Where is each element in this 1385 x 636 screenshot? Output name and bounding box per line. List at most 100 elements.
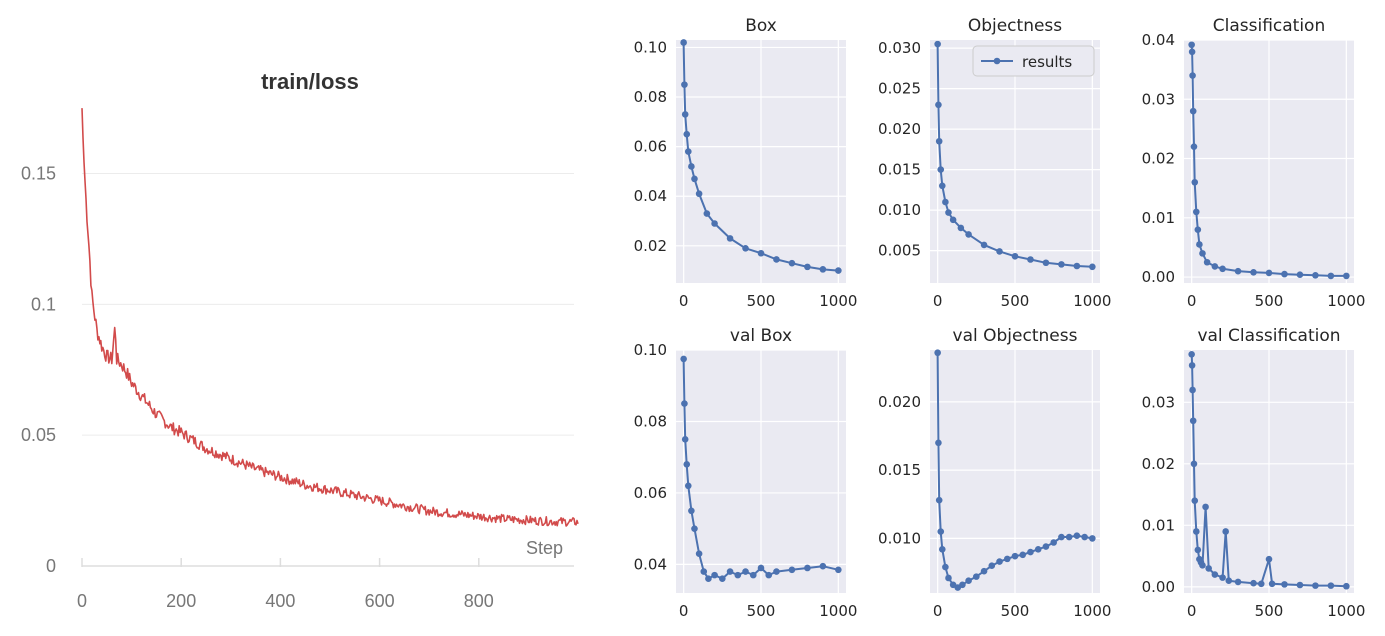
data-point: [773, 568, 780, 575]
data-point: [742, 568, 749, 575]
data-point: [680, 355, 687, 363]
data-point: [1019, 551, 1027, 559]
y-tick-label: 0.15: [21, 164, 56, 184]
x-tick-label: 1000: [1327, 292, 1365, 310]
data-point: [1234, 578, 1242, 586]
y-tick-label: 0.04: [634, 187, 667, 205]
y-tick-label: 0.04: [634, 555, 667, 573]
y-tick-label: 0.005: [878, 242, 921, 260]
y-tick-label: 0.03: [1142, 393, 1175, 411]
data-point: [1203, 258, 1211, 266]
data-point: [1257, 580, 1265, 588]
chart-title: Objectness: [968, 16, 1062, 36]
data-point: [684, 482, 692, 490]
data-point: [938, 546, 946, 553]
data-point: [788, 259, 796, 267]
data-point: [819, 562, 827, 570]
data-point: [1250, 269, 1257, 276]
data-point: [1219, 265, 1226, 273]
chart-box: 0 500 1000 0.02 0.04 0.06 0.08 0.10 Box: [634, 16, 858, 310]
data-point: [819, 266, 827, 273]
data-point: [1189, 417, 1197, 425]
data-point: [937, 166, 945, 173]
chart-val-objectness: 0 500 1000 0.010 0.015 0.020 val Objectness: [878, 326, 1111, 620]
chart-title: val Objectness: [953, 326, 1078, 346]
x-tick-label: 0: [679, 602, 689, 620]
data-point: [1312, 582, 1319, 589]
chart-val-classification: 0 500 1000 0.00 0.01 0.02 0.03 val Classificati…: [1142, 326, 1366, 620]
data-point: [1011, 252, 1019, 260]
data-point: [681, 111, 689, 118]
x-tick-label: 500: [1255, 602, 1284, 620]
data-point: [1189, 386, 1196, 394]
data-point: [1281, 581, 1288, 588]
data-point: [691, 525, 698, 532]
x-tick-label: 500: [747, 602, 776, 620]
chart-title: val Box: [730, 326, 792, 346]
data-point: [1192, 208, 1200, 216]
data-point: [1265, 555, 1273, 563]
y-tick-label: 0.06: [634, 484, 667, 502]
data-point: [680, 39, 687, 46]
chart-title: Classification: [1213, 16, 1325, 36]
data-point: [691, 175, 698, 183]
data-point: [1089, 535, 1096, 542]
data-point: [1027, 548, 1034, 556]
data-point: [1034, 546, 1042, 553]
data-point: [681, 400, 688, 407]
data-point: [942, 198, 949, 206]
x-tick-label: 500: [1001, 602, 1030, 620]
data-point: [1196, 241, 1203, 248]
chart-val-box: 0 500 1000 0.04 0.06 0.08 0.10 val Box: [634, 326, 858, 620]
y-tick-label: 0.05: [21, 425, 56, 445]
x-tick-label: 0: [933, 602, 943, 620]
data-point: [996, 558, 1003, 565]
data-point: [765, 571, 773, 579]
series-line-train-loss: [81, 108, 579, 527]
x-tick-label: 0: [77, 591, 87, 611]
data-point: [1194, 546, 1202, 554]
y-tick-label: 0.02: [1142, 455, 1175, 473]
data-point: [973, 573, 980, 580]
data-point: [1296, 581, 1304, 589]
data-point: [1191, 497, 1199, 505]
y-tick-label: 0.02: [1142, 150, 1175, 168]
data-point: [742, 244, 749, 252]
data-point: [1073, 532, 1081, 539]
x-tick-label: 1000: [1073, 292, 1111, 310]
x-tick-label: 0: [1187, 292, 1197, 310]
data-point: [1343, 272, 1350, 280]
data-point: [684, 148, 692, 155]
y-tick-label: 0.01: [1142, 209, 1175, 227]
data-point: [1199, 250, 1206, 257]
data-point: [1225, 577, 1233, 584]
data-point: [1343, 582, 1350, 590]
data-point: [1042, 259, 1050, 267]
data-point: [935, 101, 942, 109]
y-tick-label: 0.1: [31, 294, 56, 314]
y-tick-label: 0.02: [634, 237, 667, 255]
data-point: [945, 209, 952, 216]
data-point: [1073, 262, 1081, 270]
data-point: [1219, 574, 1226, 581]
data-point: [719, 575, 726, 583]
data-point: [1042, 543, 1050, 550]
data-point: [734, 571, 742, 579]
y-tick-label: 0.10: [634, 341, 667, 359]
y-tick-label: 0.06: [634, 138, 667, 156]
y-tick-label: 0.030: [878, 39, 921, 57]
data-point: [980, 567, 988, 575]
y-tick-label: 0.015: [878, 461, 921, 479]
data-point: [1190, 143, 1198, 150]
x-tick-label: 200: [166, 591, 196, 611]
chart-title: Box: [745, 16, 777, 36]
data-point: [1211, 571, 1219, 578]
y-tick-label: 0.020: [878, 393, 921, 411]
y-tick-label: 0.015: [878, 161, 921, 179]
data-point: [683, 461, 691, 468]
data-point: [773, 256, 780, 263]
y-tick-label: 0.00: [1142, 578, 1175, 596]
legend-marker-swatch: [993, 57, 1001, 65]
data-point: [695, 190, 703, 198]
